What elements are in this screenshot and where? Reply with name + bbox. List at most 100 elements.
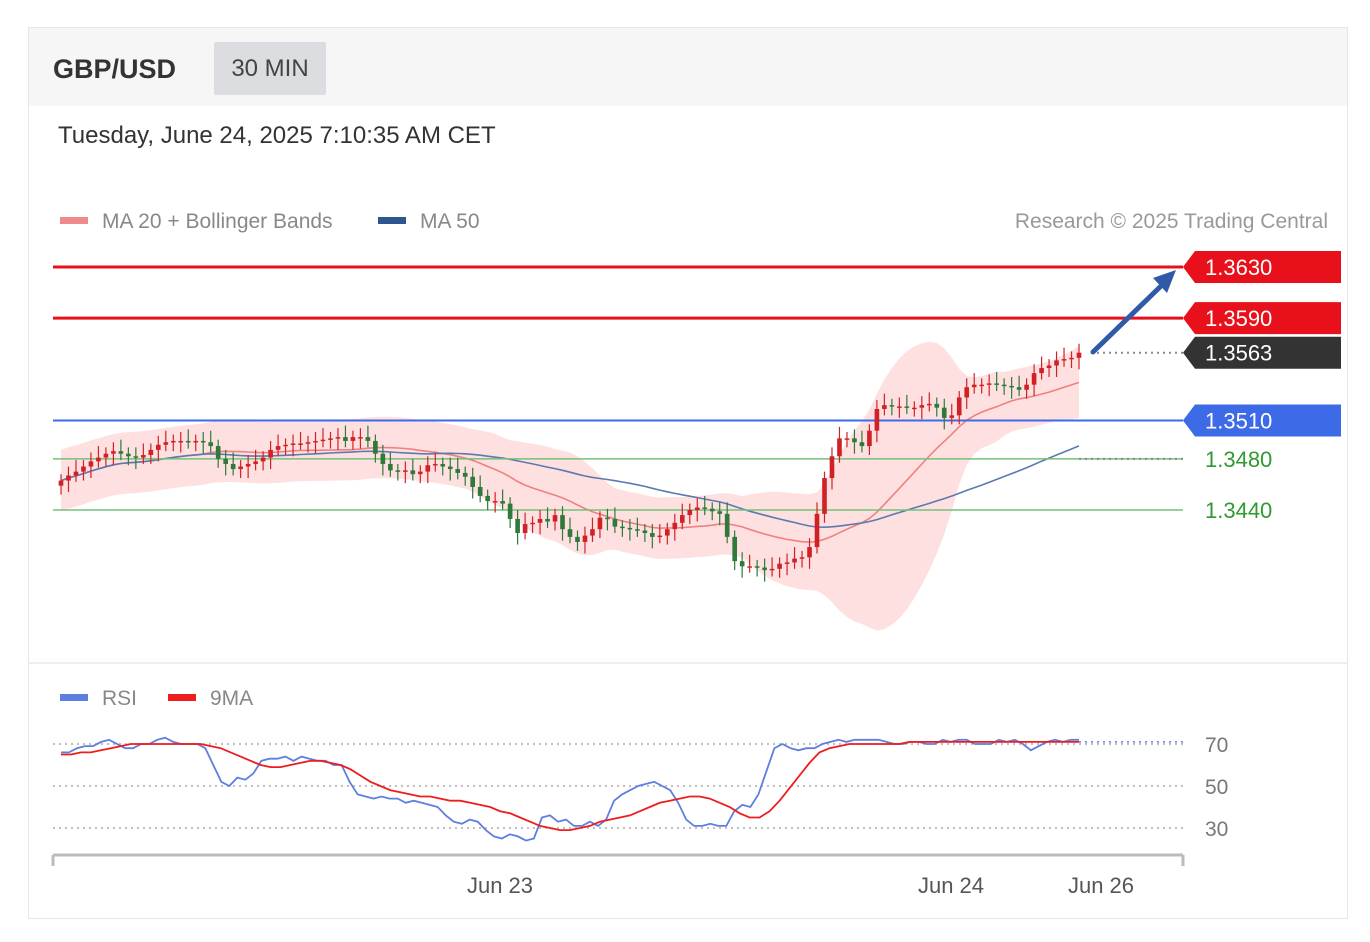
resistance-label-1: 1.3590 — [1205, 306, 1272, 331]
rsi-tick-50: 50 — [1205, 776, 1228, 799]
candle-body — [1016, 387, 1022, 390]
candle-body — [253, 461, 258, 464]
rsi-tick-30: 30 — [1205, 818, 1228, 841]
panel-divider — [29, 662, 1347, 664]
candle-body — [373, 440, 378, 454]
x-tick-jun23: Jun 23 — [467, 873, 533, 898]
candle-body — [814, 513, 820, 548]
candle-body — [73, 471, 79, 476]
x-tick-jun26: Jun 26 — [1068, 873, 1134, 898]
candle-body — [590, 529, 595, 536]
candle-body — [500, 501, 505, 504]
symbol-title: GBP/USD — [53, 54, 177, 84]
candle-body — [260, 457, 266, 462]
candle-body — [395, 470, 401, 472]
candle-body — [320, 439, 326, 442]
candle-body — [694, 507, 700, 510]
candle-body — [1054, 360, 1059, 366]
candle-body — [926, 403, 932, 406]
candle-body — [717, 511, 723, 514]
rsi-ma-legend-label: 9MA — [210, 687, 253, 710]
candle-body — [126, 453, 131, 457]
rsi-line — [61, 736, 1079, 842]
candle-body — [96, 457, 101, 462]
candle-body — [672, 522, 678, 530]
x-tick-jun24: Jun 24 — [918, 873, 984, 898]
ma20-legend-swatch — [60, 217, 88, 224]
candle-body — [979, 384, 985, 387]
candle-body — [81, 466, 86, 472]
candle-body — [208, 442, 214, 447]
candle-body — [986, 383, 992, 385]
current-price-tag-2 — [1183, 336, 1341, 369]
current-label-2: 1.3563 — [1205, 341, 1272, 366]
candle-body — [1046, 365, 1052, 369]
rsi-legend-label: RSI — [102, 687, 137, 710]
candle-body — [178, 440, 184, 443]
ma50-legend-swatch — [378, 217, 406, 224]
candle-body — [994, 383, 999, 385]
bollinger-band — [61, 341, 1079, 631]
candle-body — [477, 486, 483, 496]
candle-body — [185, 440, 191, 443]
candle-body — [432, 463, 438, 466]
candle-body — [440, 463, 446, 467]
chart-card: GBP/USD 30 MIN Tuesday, June 24, 2025 7:… — [28, 27, 1348, 919]
candle-body — [582, 535, 588, 542]
candle-body — [605, 517, 610, 520]
candle-body — [275, 446, 281, 450]
candle-body — [193, 440, 199, 443]
candle-body — [852, 438, 857, 443]
pivot-price-tag-3 — [1183, 404, 1341, 437]
candle-body — [664, 529, 670, 536]
candle-body — [515, 518, 520, 534]
candle-body — [350, 437, 356, 441]
candle-body — [238, 466, 243, 470]
candle-body — [657, 535, 663, 538]
timestamp: Tuesday, June 24, 2025 7:10:35 AM CET — [58, 122, 496, 149]
candle-body — [971, 384, 977, 388]
rsi-legend-swatch — [60, 694, 88, 701]
candle-body — [537, 518, 543, 523]
candle-body — [133, 456, 139, 458]
candle-body — [702, 507, 708, 509]
candle-body — [313, 440, 318, 443]
candle-body — [1069, 357, 1074, 360]
candle-body — [88, 461, 94, 467]
ma20-line — [60, 381, 1080, 544]
candle-body — [904, 406, 910, 408]
candle-body — [859, 442, 865, 447]
support-label-5: 1.3440 — [1205, 498, 1272, 523]
candle-body — [455, 469, 461, 473]
rsi-ma-legend-swatch — [168, 694, 196, 701]
candle-body — [215, 446, 221, 459]
candle-body — [1009, 385, 1014, 388]
resistance-price-tag-1 — [1183, 302, 1341, 335]
candle-body — [425, 465, 431, 472]
candle-body — [200, 440, 206, 443]
candle-body — [365, 437, 371, 441]
candle-body — [118, 451, 124, 454]
chart-header: GBP/USD 30 MIN — [29, 28, 1347, 106]
candle-body — [769, 568, 775, 571]
candle-body — [1039, 368, 1044, 374]
candle-body — [620, 526, 625, 529]
timeframe-button[interactable]: 30 MIN — [214, 42, 326, 95]
candle-body — [784, 562, 790, 564]
candle-body — [792, 558, 797, 563]
candle-body — [141, 455, 146, 458]
candle-body — [223, 458, 228, 464]
candle-body — [403, 470, 408, 472]
candle-body — [388, 463, 393, 471]
rsi-ma-line — [61, 741, 1079, 831]
candle-body — [283, 444, 288, 447]
candle-body — [799, 557, 805, 559]
candle-body — [1061, 359, 1067, 361]
candle-body — [747, 566, 752, 568]
candle-body — [732, 536, 737, 562]
candle-body — [964, 387, 970, 398]
candle-body — [560, 515, 565, 530]
candle-body — [530, 522, 535, 525]
target-arrow-head — [1153, 270, 1176, 293]
candle-body — [1001, 384, 1007, 387]
